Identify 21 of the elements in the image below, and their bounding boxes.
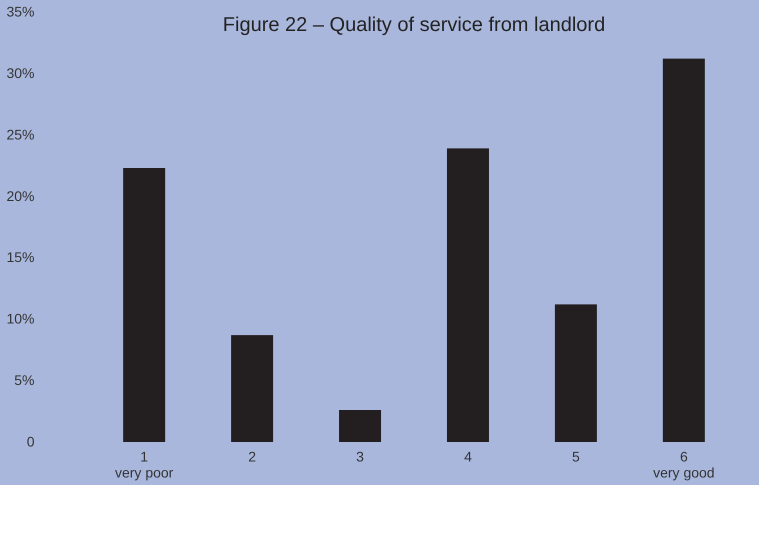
y-tick-label: 20% xyxy=(6,188,34,204)
bar xyxy=(339,410,382,442)
bar xyxy=(123,168,166,442)
y-tick-label: 0 xyxy=(26,434,35,450)
chart-title: Figure 22 – Quality of service from landlord xyxy=(222,14,606,36)
x-tick-label: 5 xyxy=(572,448,580,464)
x-tick-label: 3 xyxy=(356,448,364,464)
y-tick-label: 35% xyxy=(6,4,34,20)
x-tick-label: 1 very poor xyxy=(114,448,174,480)
y-tick-label: 15% xyxy=(6,249,34,266)
x-tick-label: 2 xyxy=(248,448,256,464)
y-tick-label: 10% xyxy=(6,310,34,327)
y-tick-label: 30% xyxy=(6,64,34,81)
y-tick-label: 5% xyxy=(14,372,34,388)
x-tick-label: 4 xyxy=(464,448,472,464)
bar xyxy=(231,335,274,442)
bar xyxy=(554,304,597,442)
x-tick-label: 6 very good xyxy=(653,448,715,480)
y-tick-label: 25% xyxy=(6,126,34,142)
bar xyxy=(446,148,489,442)
bar xyxy=(662,58,705,442)
